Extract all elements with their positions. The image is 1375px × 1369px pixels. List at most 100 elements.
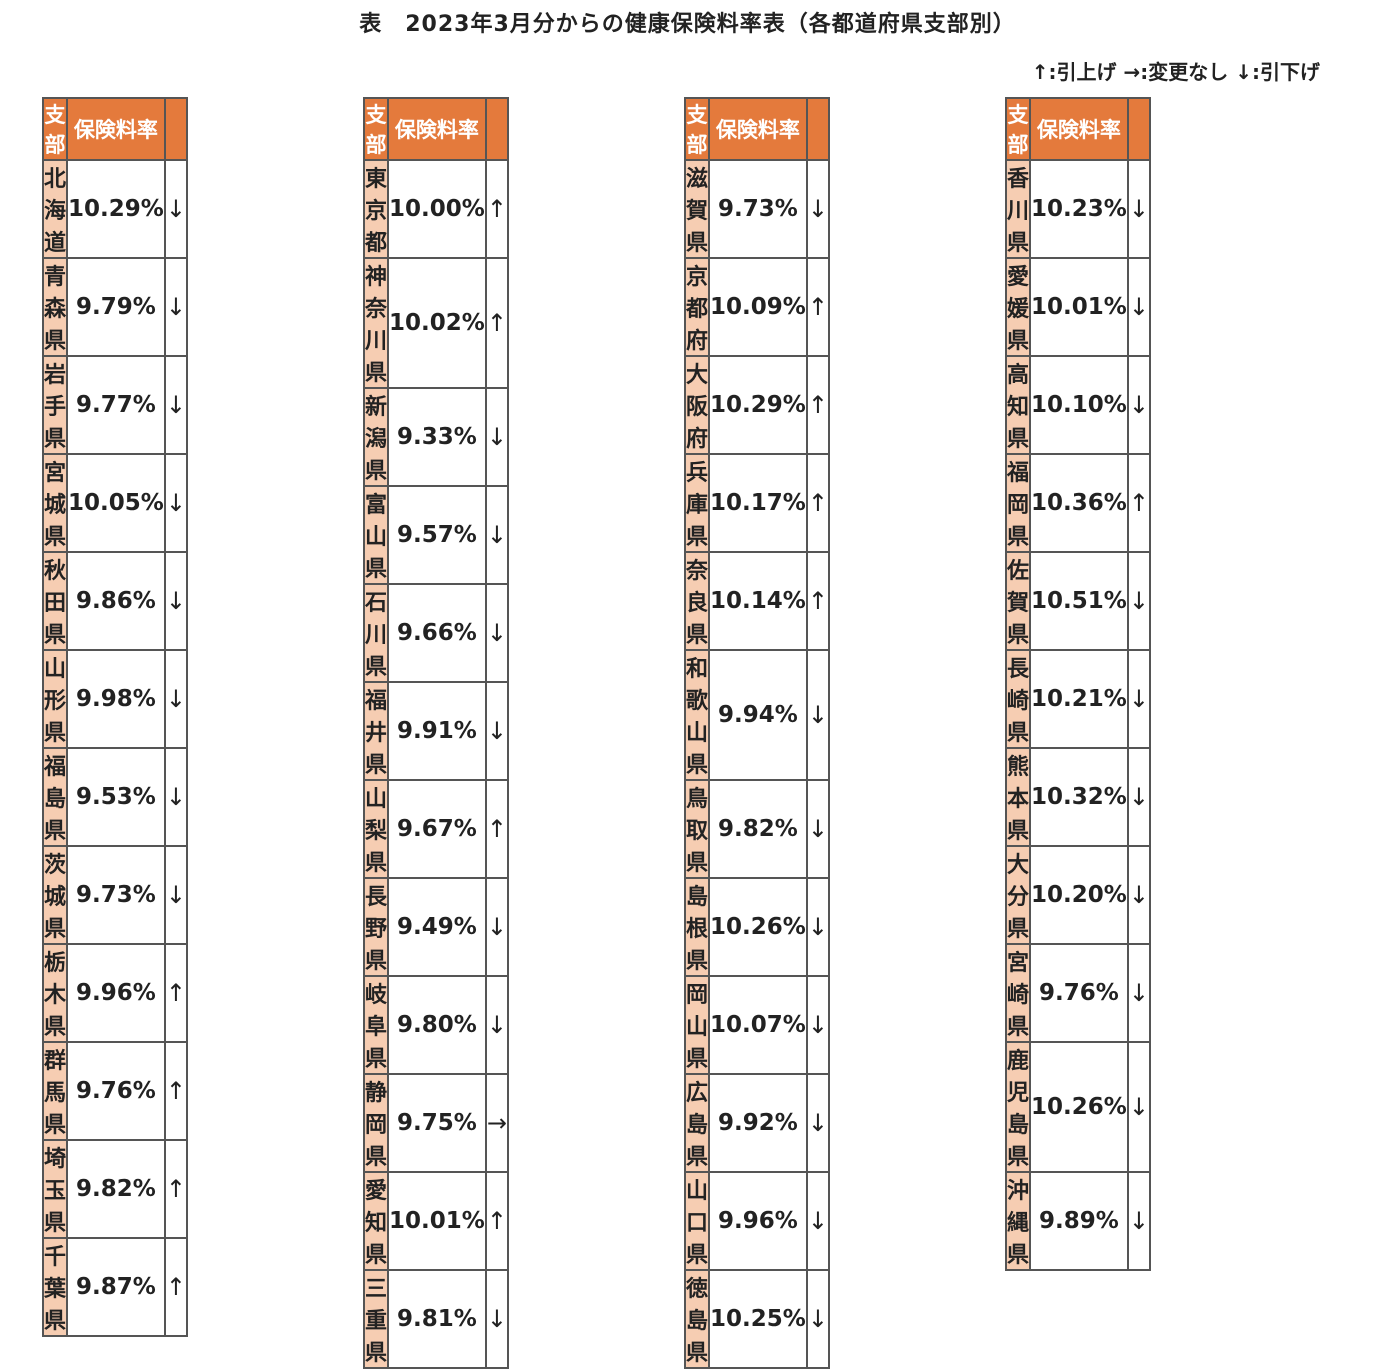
table-row: 高知県 10.10% ↓	[1004, 355, 1151, 455]
branch-name: 神奈川県	[362, 257, 390, 389]
table-row: 岩手県 9.77% ↓	[41, 355, 188, 455]
branch-name: 三重県	[362, 1269, 390, 1369]
change-arrow-icon: ↓	[163, 453, 188, 553]
header-change	[1126, 97, 1151, 161]
table-row: 兵庫県 10.17% ↑	[683, 453, 830, 553]
table-row: 群馬県 9.76% ↑	[41, 1041, 188, 1141]
insurance-rate: 10.09%	[708, 257, 808, 357]
header-row: 支部 保険料率	[362, 97, 509, 161]
branch-name: 秋田県	[41, 551, 69, 651]
table-row: 宮城県 10.05% ↓	[41, 453, 188, 553]
insurance-rate: 9.57%	[387, 485, 487, 585]
change-arrow-icon: ↑	[484, 159, 509, 259]
insurance-rate: 9.82%	[66, 1139, 166, 1239]
header-branch: 支部	[683, 97, 711, 161]
insurance-rate: 9.66%	[387, 583, 487, 683]
insurance-rate: 10.01%	[1029, 257, 1129, 357]
table-row: 新潟県 9.33% ↓	[362, 387, 509, 487]
branch-name: 栃木県	[41, 943, 69, 1043]
branch-name: 岩手県	[41, 355, 69, 455]
insurance-rate: 10.14%	[708, 551, 808, 651]
table-row: 三重県 9.81% ↓	[362, 1269, 509, 1369]
branch-name: 山梨県	[362, 779, 390, 879]
insurance-rate: 10.17%	[708, 453, 808, 553]
branch-name: 青森県	[41, 257, 69, 357]
branch-name: 広島県	[683, 1073, 711, 1173]
branch-name: 島根県	[683, 877, 711, 977]
table-row: 福岡県 10.36% ↑	[1004, 453, 1151, 553]
table-row: 島根県 10.26% ↓	[683, 877, 830, 977]
change-arrow-icon: ↓	[1126, 649, 1151, 749]
insurance-rate: 9.76%	[66, 1041, 166, 1141]
table-row: 京都府 10.09% ↑	[683, 257, 830, 357]
header-change	[163, 97, 188, 161]
change-arrow-icon: ↓	[484, 877, 509, 977]
header-change	[805, 97, 830, 161]
change-arrow-icon: ↑	[163, 1139, 188, 1239]
change-arrow-icon: ↓	[1126, 1171, 1151, 1271]
insurance-rate: 9.86%	[66, 551, 166, 651]
branch-name: 福岡県	[1004, 453, 1032, 553]
change-arrow-icon: →	[484, 1073, 509, 1173]
change-arrow-icon: ↓	[1126, 355, 1151, 455]
table-row: 岡山県 10.07% ↓	[683, 975, 830, 1075]
insurance-rate: 9.82%	[708, 779, 808, 879]
insurance-rate: 10.07%	[708, 975, 808, 1075]
table-row: 静岡県 9.75% →	[362, 1073, 509, 1173]
insurance-rate: 10.00%	[387, 159, 487, 259]
table-row: 山梨県 9.67% ↑	[362, 779, 509, 879]
branch-name: 兵庫県	[683, 453, 711, 553]
table-row: 岐阜県 9.80% ↓	[362, 975, 509, 1075]
insurance-rate: 9.96%	[708, 1171, 808, 1271]
branch-name: 鹿児島県	[1004, 1041, 1032, 1173]
table-row: 福島県 9.53% ↓	[41, 747, 188, 847]
change-arrow-icon: ↑	[484, 779, 509, 879]
branch-name: 大分県	[1004, 845, 1032, 945]
change-arrow-icon: ↓	[805, 779, 830, 879]
branch-name: 和歌山県	[683, 649, 711, 781]
branch-name: 高知県	[1004, 355, 1032, 455]
table-row: 滋賀県 9.73% ↓	[683, 159, 830, 259]
insurance-rate: 10.20%	[1029, 845, 1129, 945]
branch-name: 岡山県	[683, 975, 711, 1075]
table-row: 熊本県 10.32% ↓	[1004, 747, 1151, 847]
branch-name: 宮城県	[41, 453, 69, 553]
insurance-rate: 9.67%	[387, 779, 487, 879]
insurance-rate: 9.49%	[387, 877, 487, 977]
change-arrow-icon: ↑	[163, 1237, 188, 1337]
change-arrow-icon: ↓	[1126, 747, 1151, 847]
table-row: 大分県 10.20% ↓	[1004, 845, 1151, 945]
branch-name: 宮崎県	[1004, 943, 1032, 1043]
branch-table-1: 支部 保険料率 北海道 10.29% ↓ 青森県 9.79% ↓ 岩手県 9.77% ↓ 宮城県 10.…	[41, 97, 188, 1337]
insurance-rate: 9.75%	[387, 1073, 487, 1173]
insurance-rate: 10.01%	[387, 1171, 487, 1271]
insurance-rate: 9.79%	[66, 257, 166, 357]
branch-name: 新潟県	[362, 387, 390, 487]
branch-name: 岐阜県	[362, 975, 390, 1075]
table-row: 愛媛県 10.01% ↓	[1004, 257, 1151, 357]
change-arrow-icon: ↑	[484, 257, 509, 389]
branch-name: 静岡県	[362, 1073, 390, 1173]
insurance-rate: 9.33%	[387, 387, 487, 487]
change-arrow-icon: ↑	[805, 551, 830, 651]
table-row: 和歌山県 9.94% ↓	[683, 649, 830, 781]
change-arrow-icon: ↓	[484, 485, 509, 585]
branch-name: 長崎県	[1004, 649, 1032, 749]
header-branch: 支部	[41, 97, 69, 161]
table-row: 神奈川県 10.02% ↑	[362, 257, 509, 389]
change-arrow-icon: ↓	[1126, 551, 1151, 651]
insurance-rate: 10.29%	[708, 355, 808, 455]
change-arrow-icon: ↑	[163, 943, 188, 1043]
header-rate: 保険料率	[387, 97, 487, 161]
branch-name: 埼玉県	[41, 1139, 69, 1239]
insurance-rate: 9.76%	[1029, 943, 1129, 1043]
branch-name: 滋賀県	[683, 159, 711, 259]
header-branch: 支部	[362, 97, 390, 161]
insurance-rate: 10.36%	[1029, 453, 1129, 553]
table-row: 秋田県 9.86% ↓	[41, 551, 188, 651]
change-arrow-icon: ↓	[805, 1269, 830, 1369]
branch-name: 山形県	[41, 649, 69, 749]
branch-name: 山口県	[683, 1171, 711, 1271]
table-row: 鹿児島県 10.26% ↓	[1004, 1041, 1151, 1173]
branch-name: 千葉県	[41, 1237, 69, 1337]
